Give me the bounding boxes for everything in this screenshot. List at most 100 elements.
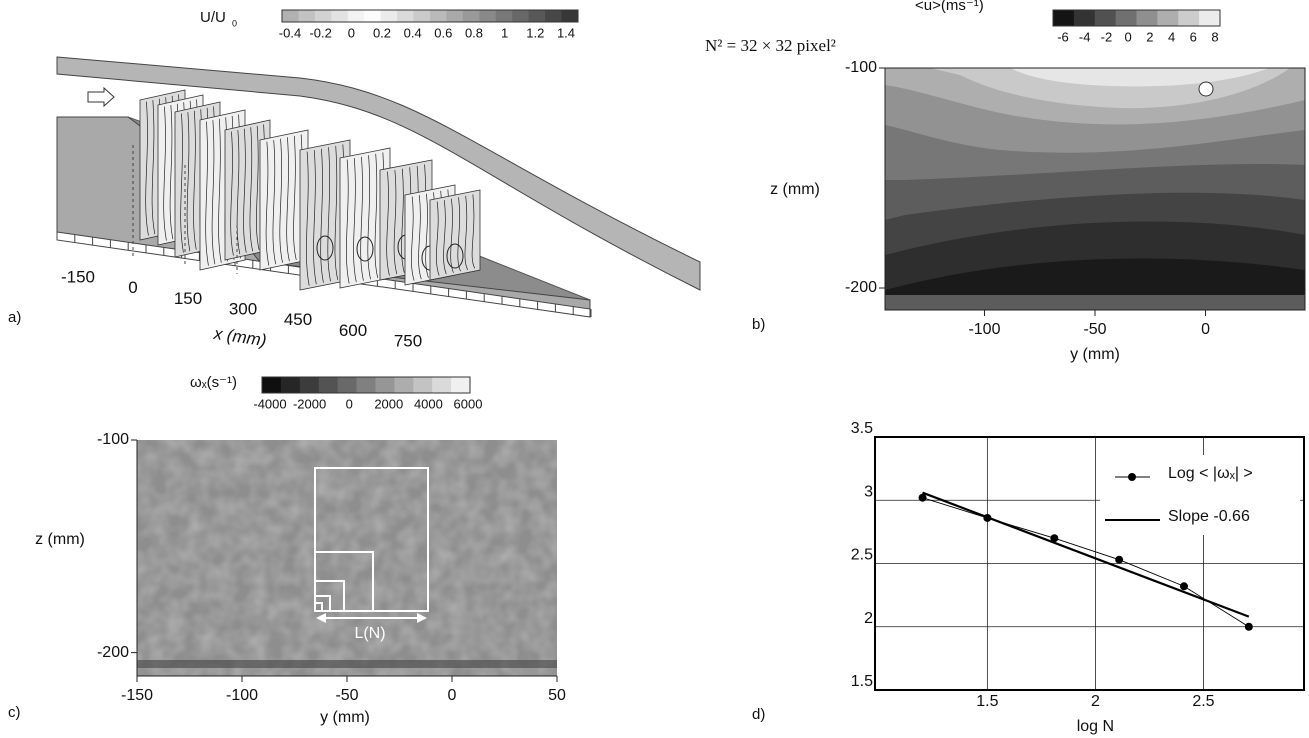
x-tick-label: -100: [968, 321, 1000, 338]
colorbar-step: [446, 10, 463, 22]
colorbar-step: [414, 10, 431, 22]
colorbar-title: ωₓ(s⁻¹): [190, 374, 237, 391]
colorbar-tick-label: 2: [1146, 29, 1153, 44]
colorbar-step: [1095, 10, 1116, 26]
x-tick-label: -50: [1083, 321, 1106, 338]
x-axis-label: y (mm): [320, 709, 370, 726]
panel-label: c): [8, 704, 21, 721]
colorbar-step: [298, 10, 315, 22]
colorbar-step: [463, 10, 480, 22]
x-tick-label: 1.5: [976, 693, 998, 710]
colorbar-tick-label: -4: [1079, 29, 1091, 44]
colorbar-step: [451, 377, 470, 393]
colorbar-step: [512, 10, 529, 22]
colorbar-step: [348, 10, 365, 22]
colorbar-step: [331, 10, 348, 22]
colorbar-step: [496, 10, 513, 22]
x-tick-label: -150: [121, 687, 153, 704]
colorbar-step: [1199, 10, 1220, 26]
colorbar-tick-label: 1.2: [526, 25, 544, 40]
colorbar-step: [381, 10, 398, 22]
x-tick-label: -100: [226, 687, 258, 704]
colorbar-step: [364, 10, 381, 22]
colorbar-tick-label: 0: [1125, 29, 1132, 44]
colorbar-tick-label: 4000: [414, 396, 443, 411]
colorbar-tick-label: 1: [501, 25, 508, 40]
colorbar-step: [315, 10, 332, 22]
colorbar-step: [1157, 10, 1178, 26]
x-axis-label: log N: [1077, 718, 1114, 735]
colorbar-step: [430, 10, 447, 22]
panel-b-contours: [885, 68, 1305, 310]
legend-label: Log < |ωₓ| >: [1168, 465, 1253, 482]
y-tick-label: 2: [864, 610, 873, 627]
panel-label: a): [8, 309, 21, 326]
colorbar-step: [1178, 10, 1199, 26]
colorbar-tick-label: 1.4: [557, 25, 575, 40]
legend-label: Slope -0.66: [1168, 508, 1250, 525]
data-point: [1115, 556, 1123, 564]
x-tick-label: 2.5: [1192, 693, 1214, 710]
colorbar-step: [397, 10, 414, 22]
colorbar-step: [338, 377, 357, 393]
formula: N² = 32 × 32 pixel²: [705, 36, 836, 55]
y-tick-label: 3.5: [851, 420, 873, 437]
colorbar-step: [262, 377, 281, 393]
colorbar-tick-label: 4: [1168, 29, 1175, 44]
legend-marker: [1128, 473, 1136, 481]
colorbar-tick-label: 0: [348, 25, 355, 40]
colorbar-step: [413, 377, 432, 393]
colorbar-step: [1053, 10, 1074, 26]
colorbar-step: [1116, 10, 1137, 26]
figure: a) U/U 0 -0.4 -0.2 0 0.2 0.4 0.6 0.8 1 1.2 1.4 -150 0 1…: [0, 0, 1309, 738]
colorbar-tick-label: 8: [1211, 29, 1218, 44]
colorbar-tick-label: 0.8: [465, 25, 483, 40]
x-tick-label: 0: [128, 278, 137, 297]
colorbar-step: [479, 10, 496, 22]
colorbar-step: [281, 377, 300, 393]
data-point: [919, 494, 927, 502]
colorbar-tick-label: 2000: [374, 396, 403, 411]
x-tick-label: 150: [174, 289, 202, 308]
x-tick-label: 300: [229, 299, 257, 318]
y-axis-label: z (mm): [770, 181, 820, 198]
x-tick-label: 750: [394, 331, 422, 350]
colorbar-tick-label: 6000: [454, 396, 483, 411]
colorbar-tick-label: -0.2: [309, 25, 331, 40]
colorbar-tick-label: 0.4: [404, 25, 422, 40]
colorbar-tick-label: 0.6: [434, 25, 452, 40]
x-tick-label: 450: [284, 310, 312, 329]
colorbar-step: [319, 377, 338, 393]
data-point: [1245, 623, 1253, 631]
y-tick-label: 2.5: [851, 547, 873, 564]
colorbar-tick-label: 6: [1190, 29, 1197, 44]
panel-c-field: [137, 440, 557, 676]
colorbar-step: [282, 10, 299, 22]
colorbar-tick-label: -2000: [293, 396, 326, 411]
y-tick-label: -100: [845, 59, 877, 76]
x-axis-label: x (mm): [212, 324, 268, 350]
y-tick-label: 1.5: [851, 673, 873, 690]
colorbar-title: <u>(ms⁻¹): [915, 0, 984, 14]
x-tick-label: -50: [335, 687, 358, 704]
colorbar-step: [375, 377, 394, 393]
y-tick-label: 3: [864, 483, 873, 500]
colorbar-tick-label: 0.2: [373, 25, 391, 40]
y-tick-label: -100: [97, 431, 129, 448]
x-axis-label: y (mm): [1070, 346, 1120, 363]
panel-a-drawing: [57, 57, 700, 317]
colorbar-title: U/U: [200, 9, 226, 26]
x-tick-label: 0: [1201, 321, 1210, 338]
y-tick-label: -200: [845, 279, 877, 296]
colorbar-tick-label: -2: [1101, 29, 1113, 44]
colorbar-step: [394, 377, 413, 393]
flow-slice: [430, 190, 480, 280]
colorbar-tick-label: -0.4: [279, 25, 301, 40]
colorbar-step: [357, 377, 376, 393]
colorbar-step: [1137, 10, 1158, 26]
y-tick-label: -200: [97, 644, 129, 661]
x-tick-label: 600: [339, 321, 367, 340]
annotation: L(N): [354, 625, 385, 642]
colorbar-step: [529, 10, 546, 22]
colorbar-step: [432, 377, 451, 393]
